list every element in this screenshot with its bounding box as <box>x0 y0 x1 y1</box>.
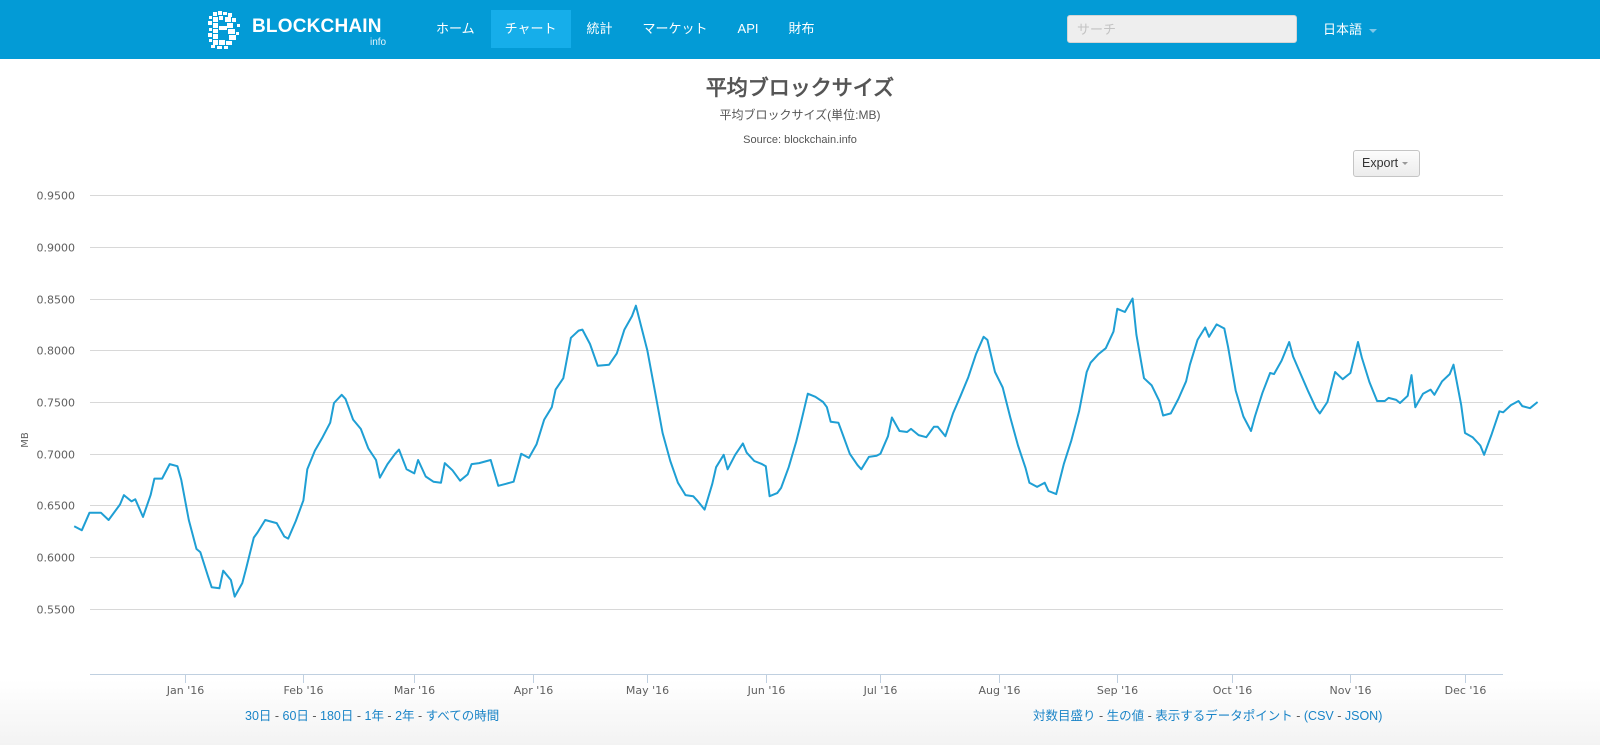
brand-name: BLOCKCHAIN <box>252 16 382 37</box>
nav-item-charts[interactable]: チャート <box>490 10 571 48</box>
link-separator: - <box>308 709 321 723</box>
series-line[interactable] <box>73 297 1539 598</box>
y-tick-label: 0.9000 <box>37 242 76 255</box>
link-separator: - <box>1333 709 1345 723</box>
export-label: Export <box>1362 156 1399 170</box>
y-tick-label: 0.9500 <box>37 190 76 203</box>
y-tick-label: 0.6500 <box>37 500 76 513</box>
y-gridlines <box>90 195 1503 610</box>
chart-title: 平均ブロックサイズ <box>705 77 895 100</box>
y-tick-label: 0.7000 <box>37 449 76 462</box>
link-separator: - <box>353 709 365 723</box>
caret-down-icon <box>1402 162 1409 166</box>
link-separator: - <box>1095 709 1107 723</box>
download-json-link[interactable]: JSON <box>1344 709 1379 723</box>
link-separator: - <box>383 709 396 723</box>
x-tick-label: Nov '16 <box>1330 684 1372 697</box>
blockchain-logo-icon <box>208 11 240 49</box>
main-nav: ホーム チャート 統計 マーケット API 財布 <box>422 10 831 48</box>
y-axis-label: MB <box>20 432 31 448</box>
time-range-links: 30日 - 60日 - 180日 - 1年 - 2年 - すべての時間 <box>245 705 499 724</box>
x-tick-label: Mar '16 <box>394 684 435 697</box>
x-tick-label: Jul '16 <box>863 684 898 697</box>
time-range-link[interactable]: 1年 <box>364 709 384 723</box>
time-range-link[interactable]: すべての時間 <box>425 709 500 723</box>
link-separator: - <box>1144 709 1156 723</box>
brand-subtext: info <box>370 37 387 48</box>
chart-option-link[interactable]: 表示するデータポイント <box>1155 709 1293 723</box>
top-navbar: BLOCKCHAIN info ホーム チャート 統計 マーケット API 財布… <box>0 0 1600 59</box>
chart-option-links: 対数目盛り - 生の値 - 表示するデータポイント - (CSV - JSON) <box>1033 705 1382 724</box>
caret-down-icon <box>1369 28 1378 33</box>
nav-item-markets[interactable]: マーケット <box>642 21 708 36</box>
nav-item-stats[interactable]: 統計 <box>586 21 613 36</box>
language-dropdown[interactable]: 日本語 <box>1323 19 1378 38</box>
link-separator: - <box>414 709 426 723</box>
y-tick-label: 0.6000 <box>37 552 76 565</box>
download-csv-link[interactable]: CSV <box>1308 709 1334 723</box>
nav-item-wallet[interactable]: 財布 <box>788 21 815 36</box>
y-tick-label: 0.7500 <box>37 397 76 410</box>
chart-subtitle: 平均ブロックサイズ(単位:MB) <box>719 108 881 122</box>
time-range-link[interactable]: 30日 <box>245 709 272 723</box>
x-tick-label: Aug '16 <box>979 684 1021 697</box>
language-label: 日本語 <box>1323 22 1363 37</box>
y-tick-label: 0.8000 <box>37 345 76 358</box>
line-chart: 0.9500 0.9000 0.8500 0.8000 0.7500 0.7000 0.65… <box>20 190 1539 697</box>
export-button[interactable]: Export <box>1353 150 1420 177</box>
x-tick-label: May '16 <box>626 684 669 697</box>
x-tick-label: Sep '16 <box>1097 684 1138 697</box>
nav-item-api[interactable]: API <box>737 21 759 36</box>
time-range-link[interactable]: 2年 <box>395 709 415 723</box>
chart-option-link[interactable]: 対数目盛り <box>1033 709 1096 723</box>
x-tick-label: Jan '16 <box>166 684 204 697</box>
brand-logo-link[interactable]: BLOCKCHAIN info <box>207 10 397 50</box>
x-tick-label: Feb '16 <box>284 684 324 697</box>
search-input[interactable] <box>1067 15 1297 43</box>
x-tick-label: Apr '16 <box>514 684 554 697</box>
y-tick-label: 0.5500 <box>37 604 76 617</box>
paren: ( <box>1303 709 1309 723</box>
chart-option-link[interactable]: 生の値 <box>1106 709 1145 723</box>
y-axis-ticks: 0.9500 0.9000 0.8500 0.8000 0.7500 0.7000 0.65… <box>37 190 76 617</box>
y-tick-label: 0.8500 <box>37 294 76 307</box>
link-separator: - <box>271 709 283 723</box>
x-tick-label: Jun '16 <box>747 684 786 697</box>
link-separator: - <box>1292 709 1304 723</box>
paren: ) <box>1378 709 1383 723</box>
x-axis-ticks: Jan '16 Feb '16 Mar '16 Apr '16 May '16 Jun '… <box>166 674 1487 697</box>
chart-source: Source: blockchain.info <box>743 134 857 146</box>
x-tick-label: Dec '16 <box>1445 684 1487 697</box>
x-tick-label: Oct '16 <box>1213 684 1253 697</box>
time-range-link[interactable]: 60日 <box>282 709 309 723</box>
time-range-link[interactable]: 180日 <box>320 709 354 723</box>
nav-item-home[interactable]: ホーム <box>436 21 475 36</box>
